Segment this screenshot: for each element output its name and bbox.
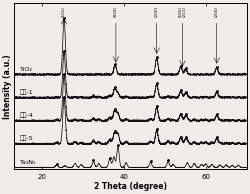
Text: (101): (101) bbox=[62, 6, 66, 17]
Text: 样品-5: 样品-5 bbox=[20, 136, 34, 141]
Text: (004): (004) bbox=[114, 6, 118, 17]
Text: (105)
(211): (105) (211) bbox=[179, 6, 186, 17]
Text: TiO₂: TiO₂ bbox=[20, 67, 33, 72]
Text: 样品-1: 样品-1 bbox=[20, 90, 34, 95]
Text: 样品-4: 样品-4 bbox=[20, 113, 34, 118]
Text: (200): (200) bbox=[155, 6, 159, 17]
Y-axis label: Intensity (a.u.): Intensity (a.u.) bbox=[4, 54, 13, 119]
Text: (204): (204) bbox=[215, 6, 219, 17]
X-axis label: 2 Theta (degree): 2 Theta (degree) bbox=[94, 182, 167, 191]
Text: Ta₃N₅: Ta₃N₅ bbox=[20, 160, 36, 165]
